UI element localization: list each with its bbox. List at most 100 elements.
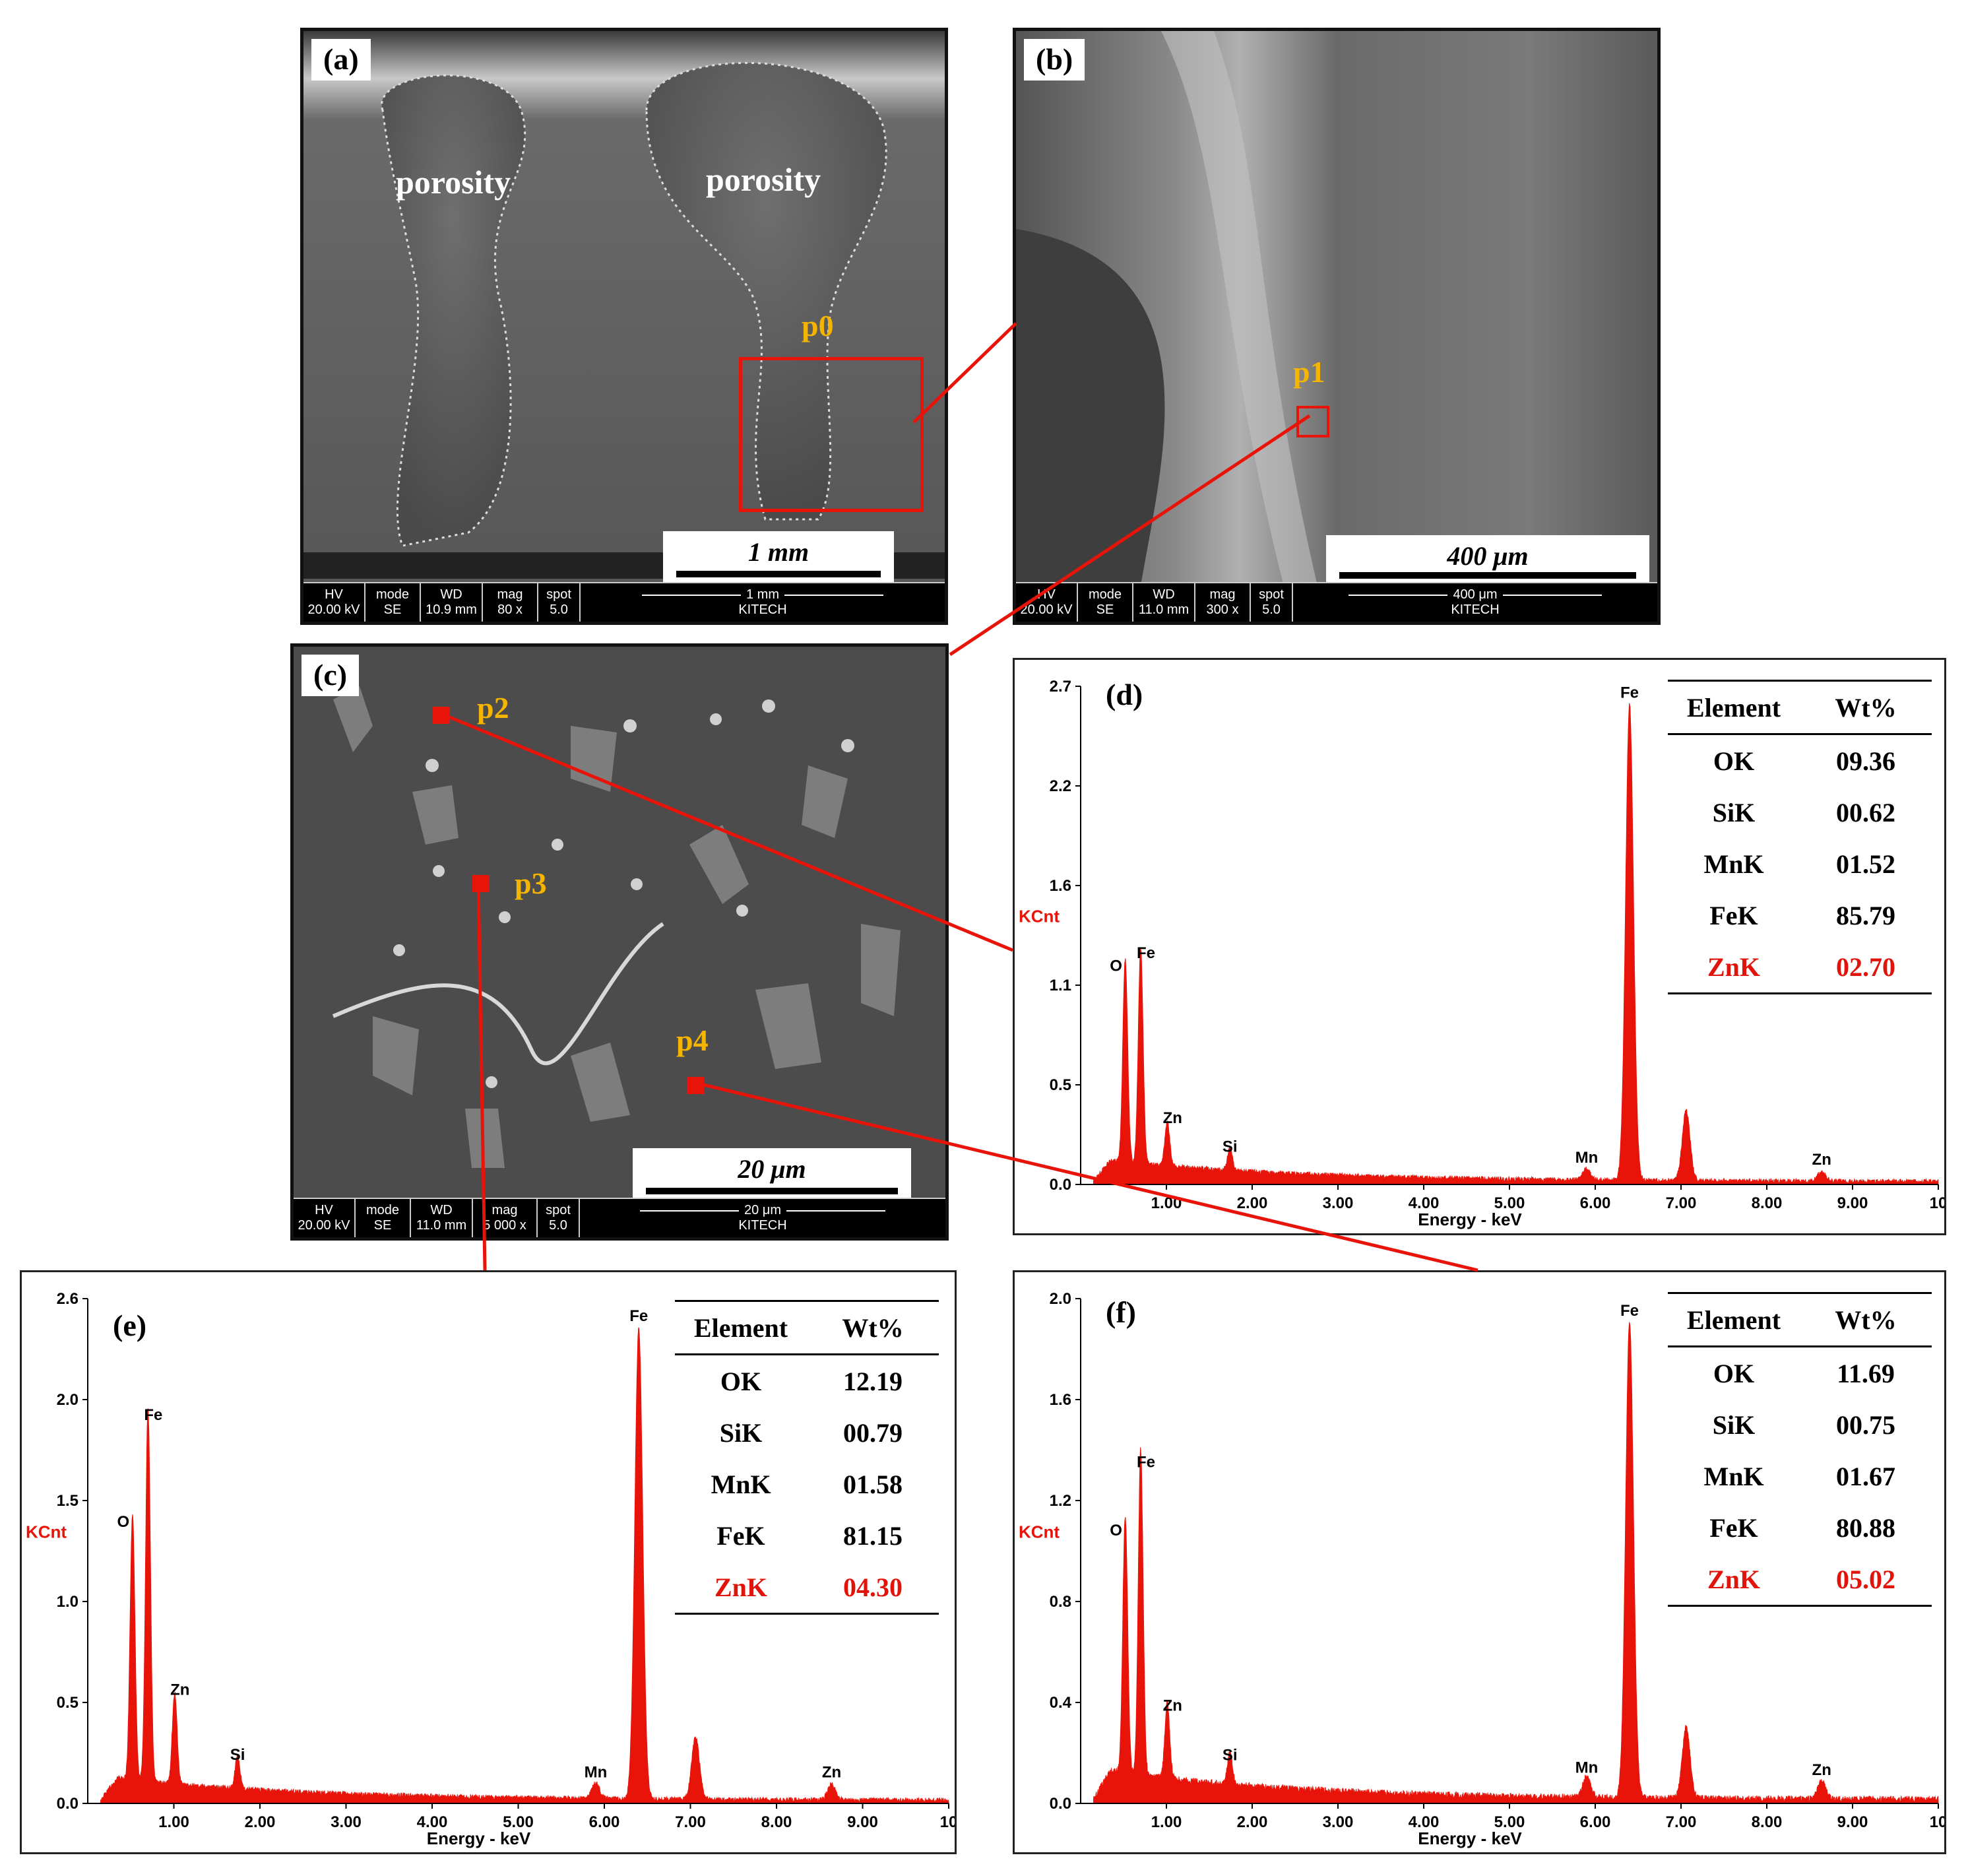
eds-plot-e: 0.0 0.5 1.0 1.5 2.0 2.6 1.00 2.00 3.00 4.00 5.00 6.… bbox=[26, 1290, 955, 1848]
info-hv-header: HV bbox=[315, 1203, 333, 1217]
sem-image-b bbox=[1016, 31, 1657, 622]
x-tick-label: 7.00 bbox=[675, 1813, 706, 1831]
x-axis-label: Energy - keV bbox=[1418, 1210, 1522, 1229]
x-tick-label: 8.00 bbox=[761, 1813, 792, 1831]
y-tick-label: 0.8 bbox=[1050, 1593, 1071, 1611]
eds-chart-d: 0.0 0.5 1.1 1.6 2.2 2.7 1.00 2.00 3.00 4.00 5.00 6.… bbox=[1013, 658, 1946, 1235]
marker-p3 bbox=[472, 875, 490, 892]
x-tick-label: 5.00 bbox=[1494, 1813, 1525, 1831]
wt-table-d: Element Wt% OK 09.36 SiK 00.62 MnK 01.52 FeK… bbox=[1668, 680, 1932, 994]
table-cell: OK bbox=[720, 1366, 762, 1396]
y-tick-label: 0.5 bbox=[57, 1694, 79, 1712]
y-tick-label: 0.0 bbox=[1050, 1176, 1071, 1194]
y-tick-label: 1.6 bbox=[1050, 877, 1071, 895]
table-cell-zn: ZnK bbox=[714, 1572, 768, 1602]
peak-label: Si bbox=[1222, 1746, 1238, 1764]
table-cell-zn: ZnK bbox=[1707, 1564, 1761, 1594]
y-tick-label: 2.7 bbox=[1050, 678, 1071, 695]
scale-text-a: 1 mm bbox=[747, 537, 809, 567]
x-tick-label: 9.00 bbox=[1837, 1813, 1868, 1831]
panel-label-f: (f) bbox=[1106, 1295, 1136, 1329]
panel-label-e: (e) bbox=[113, 1309, 147, 1342]
table-header-element: Element bbox=[1686, 692, 1781, 723]
table-cell: SiK bbox=[1712, 1409, 1756, 1440]
scale-text-b: 400 μm bbox=[1447, 541, 1529, 571]
peak-label: Fe bbox=[144, 1406, 162, 1424]
info-org: KITECH bbox=[738, 1218, 787, 1233]
table-cell: 01.52 bbox=[1836, 849, 1895, 879]
info-mode: SE bbox=[373, 1218, 392, 1233]
info-spot: 5.0 bbox=[1262, 602, 1281, 617]
table-cell-zn: ZnK bbox=[1707, 952, 1761, 982]
region-box-p1 bbox=[1296, 406, 1329, 437]
scale-bar-b: 400 μm bbox=[1326, 535, 1649, 588]
table-header-wt: Wt% bbox=[1835, 692, 1897, 723]
x-tick-label: 8.00 bbox=[1752, 1194, 1783, 1212]
table-cell: SiK bbox=[1712, 797, 1756, 827]
table-cell: FeK bbox=[1709, 1512, 1758, 1543]
info-wd-header: WD bbox=[1153, 587, 1175, 602]
info-mag-header: mag bbox=[492, 1203, 518, 1217]
eds-plot-f: 0.0 0.4 0.8 1.2 1.6 2.0 1.00 2.00 3.00 4.00 5.00 6.… bbox=[1019, 1290, 1945, 1848]
info-mag-header: mag bbox=[497, 587, 523, 602]
x-tick-label: 6.00 bbox=[1580, 1194, 1611, 1212]
info-org: KITECH bbox=[738, 602, 787, 617]
table-cell: SiK bbox=[719, 1417, 763, 1448]
peak-label: Mn bbox=[1575, 1149, 1599, 1167]
table-cell: OK bbox=[1713, 1358, 1755, 1388]
marker-p2 bbox=[433, 707, 450, 724]
info-wd-header: WD bbox=[430, 1203, 453, 1217]
info-bar: 20 μm bbox=[744, 1203, 781, 1217]
peak-label: Mn bbox=[1575, 1759, 1599, 1776]
x-tick-label: 7.00 bbox=[1666, 1194, 1697, 1212]
y-tick-label: 1.5 bbox=[57, 1492, 79, 1510]
info-hv: 20.00 kV bbox=[298, 1218, 350, 1233]
peak-label: Zn bbox=[1812, 1761, 1831, 1779]
x-tick-label: 10 bbox=[940, 1813, 955, 1831]
panel-label-d: (d) bbox=[1106, 678, 1143, 711]
x-tick-label: 4.00 bbox=[1409, 1813, 1440, 1831]
sem-panel-a: (a) porosity porosity p0 1 mm HV 20.00 kV… bbox=[300, 28, 948, 625]
x-tick-label: 9.00 bbox=[847, 1813, 878, 1831]
scale-text-c: 20 μm bbox=[738, 1154, 806, 1184]
table-cell: 00.79 bbox=[843, 1417, 903, 1448]
porosity-label-left: porosity bbox=[396, 164, 511, 201]
peak-label: O bbox=[1110, 957, 1122, 975]
table-cell: 81.15 bbox=[843, 1520, 903, 1551]
peak-label: Zn bbox=[822, 1763, 841, 1781]
y-tick-label: 0.0 bbox=[57, 1795, 79, 1813]
table-header-wt: Wt% bbox=[842, 1312, 904, 1343]
eds-chart-f: 0.0 0.4 0.8 1.2 1.6 2.0 1.00 2.00 3.00 4.00 5.00 6.… bbox=[1013, 1270, 1946, 1854]
y-tick-label: 2.6 bbox=[57, 1290, 79, 1308]
info-spot: 5.0 bbox=[549, 1218, 567, 1233]
x-axis-label: Energy - keV bbox=[427, 1828, 531, 1848]
peak-label: Zn bbox=[1163, 1697, 1182, 1714]
sem-infobar-a: HV 20.00 kV mode SE WD 10.9 mm mag 80 x spot… bbox=[303, 582, 945, 622]
table-cell: 11.69 bbox=[1837, 1358, 1895, 1388]
x-axis-label: Energy - keV bbox=[1418, 1828, 1522, 1848]
peak-label: Mn bbox=[585, 1763, 608, 1781]
x-tick-label: 10 bbox=[1930, 1813, 1945, 1831]
info-mode-header: mode bbox=[1088, 587, 1122, 602]
table-cell: MnK bbox=[711, 1469, 771, 1499]
table-cell: 85.79 bbox=[1836, 900, 1895, 930]
y-tick-label: 1.0 bbox=[57, 1593, 79, 1611]
y-tick-label: 2.0 bbox=[57, 1391, 79, 1409]
table-cell-zn-value: 05.02 bbox=[1836, 1564, 1895, 1594]
x-tick-label: 8.00 bbox=[1752, 1813, 1783, 1831]
marker-p4 bbox=[687, 1077, 704, 1094]
info-wd: 10.9 mm bbox=[426, 602, 477, 617]
y-tick-label: 1.1 bbox=[1050, 977, 1071, 994]
x-tick-label: 9.00 bbox=[1837, 1194, 1868, 1212]
table-cell: MnK bbox=[1703, 1461, 1764, 1491]
x-tick-label: 10 bbox=[1930, 1194, 1945, 1212]
info-bar: 1 mm bbox=[746, 587, 779, 602]
info-wd-header: WD bbox=[440, 587, 462, 602]
spectrum-area bbox=[1093, 1321, 1939, 1804]
y-tick-label: 0.0 bbox=[1050, 1795, 1071, 1813]
table-cell-zn-value: 04.30 bbox=[843, 1572, 903, 1602]
sem-panel-b: (b) p1 400 μm HV 20.00 kV mode SE WD 11.0 m… bbox=[1013, 28, 1661, 625]
table-header-element: Element bbox=[693, 1312, 788, 1343]
peak-label: O bbox=[117, 1513, 130, 1531]
peak-label: Fe bbox=[629, 1307, 648, 1325]
